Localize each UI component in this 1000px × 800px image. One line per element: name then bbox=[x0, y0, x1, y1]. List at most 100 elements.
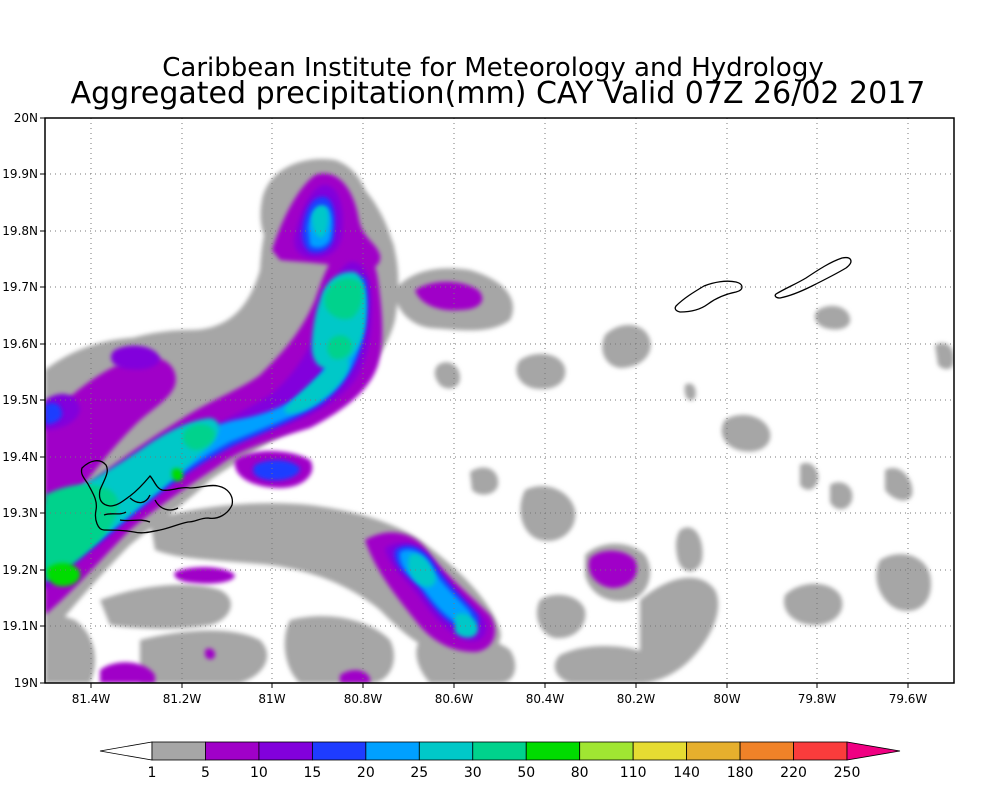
cayman-brac-coastline bbox=[774, 256, 852, 299]
seagreen-north bbox=[324, 278, 363, 320]
tick-marks bbox=[40, 117, 909, 688]
lat-tick-label: 19N bbox=[14, 676, 38, 690]
colorbar-swatch bbox=[205, 741, 260, 761]
title-line-1: Caribbean Institute for Meteorology and … bbox=[162, 53, 823, 83]
colorbar-label: 180 bbox=[727, 765, 754, 781]
colorbar-label: 1 bbox=[148, 765, 157, 781]
gray-blob-east-9 bbox=[251, 319, 291, 359]
colorbar-swatch bbox=[258, 741, 313, 761]
colorbar-label: 250 bbox=[834, 765, 861, 781]
gray-right-blob-7 bbox=[830, 482, 853, 510]
lat-tick-label: 19.8N bbox=[2, 224, 38, 238]
lat-tick-label: 19.4N bbox=[2, 450, 38, 464]
colorbar-label: 110 bbox=[620, 765, 647, 781]
colorbar-min-triangle bbox=[99, 741, 153, 761]
colorbar-swatch bbox=[311, 741, 367, 761]
teal-north-2 bbox=[311, 205, 329, 238]
colorbar-swatch bbox=[365, 741, 420, 761]
colorbar-label: 5 bbox=[201, 765, 210, 781]
longitude-tick-labels: 81.4W 81.2W 81W 80.8W 80.6W 80.4W 80.2W … bbox=[72, 692, 928, 706]
title-line-2: Aggregated precipitation(mm) CAY Valid 0… bbox=[71, 76, 926, 111]
gray-blob-east-6 bbox=[470, 467, 499, 495]
lat-tick-label: 19.1N bbox=[2, 619, 38, 633]
colorbar: 1 5 10 15 20 25 30 50 80 110 140 180 220 250 bbox=[99, 741, 901, 781]
colorbar-max-triangle bbox=[846, 741, 901, 761]
colorbar-swatch bbox=[418, 741, 474, 761]
precip-seagreen-layer bbox=[45, 278, 363, 582]
seagreen-mid bbox=[183, 424, 216, 450]
colorbar-label: 20 bbox=[357, 765, 375, 781]
gray-blob-east-7 bbox=[935, 343, 954, 370]
coastlines bbox=[80, 256, 852, 534]
seagreen-west bbox=[45, 484, 119, 582]
colorbar-swatch bbox=[472, 741, 527, 761]
colorbar-label: 10 bbox=[250, 765, 268, 781]
gray-mid-blob-1 bbox=[520, 486, 576, 541]
lon-tick-label: 79.8W bbox=[798, 692, 837, 706]
gray-blob-east-2 bbox=[516, 353, 566, 390]
gray-bottom-center-2 bbox=[284, 616, 394, 683]
lon-tick-label: 81W bbox=[258, 692, 285, 706]
colorbar-swatch bbox=[525, 741, 581, 761]
seagreen-north-2 bbox=[327, 335, 352, 360]
gray-blob-east-8 bbox=[684, 383, 696, 401]
gray-right-blob-2 bbox=[640, 577, 719, 683]
violet-upper-left bbox=[110, 345, 160, 370]
lat-tick-label: 19.7N bbox=[2, 280, 38, 294]
lat-tick-label: 19.5N bbox=[2, 393, 38, 407]
teal-south bbox=[408, 553, 436, 587]
green-west bbox=[47, 563, 81, 587]
gray-right-blob-3 bbox=[675, 527, 703, 572]
gray-blob-east-1 bbox=[602, 324, 651, 368]
grand-cayman-inner-1 bbox=[103, 494, 179, 523]
lat-tick-label: 20N bbox=[14, 111, 38, 125]
grid-lines bbox=[45, 118, 954, 683]
lat-tick-label: 19.3N bbox=[2, 506, 38, 520]
latitude-tick-labels: 19N 19.1N 19.2N 19.3N 19.4N 19.5N 19.6N … bbox=[2, 111, 38, 690]
gray-right-blob-1 bbox=[554, 645, 664, 683]
purple-bottom-oval bbox=[100, 662, 155, 683]
colorbar-swatch bbox=[579, 741, 634, 761]
gray-south-band-2 bbox=[100, 584, 231, 629]
gray-bottom-center bbox=[140, 630, 268, 683]
gray-right-blob-8 bbox=[885, 468, 913, 501]
colorbar-label: 140 bbox=[673, 765, 700, 781]
teal-south-2 bbox=[455, 613, 478, 638]
purple-south-small bbox=[588, 550, 638, 588]
gray-blob-east-3 bbox=[721, 414, 771, 452]
lon-tick-label: 81.4W bbox=[72, 692, 111, 706]
blue-mid bbox=[253, 460, 300, 481]
precipitation-field bbox=[45, 159, 954, 683]
lat-tick-label: 19.6N bbox=[2, 337, 38, 351]
gray-bottom-left bbox=[45, 610, 95, 683]
colorbar-label: 220 bbox=[780, 765, 807, 781]
colorbar-swatch bbox=[739, 741, 794, 761]
gray-blob-east-4 bbox=[814, 305, 851, 330]
gray-right-blob-5 bbox=[876, 554, 931, 611]
plot-area: 81.4W 81.2W 81W 80.8W 80.6W 80.4W 80.2W … bbox=[2, 111, 955, 706]
teal-mid-axis bbox=[284, 356, 350, 414]
colorbar-label: 30 bbox=[464, 765, 482, 781]
purple-band-bottom-2 bbox=[174, 567, 235, 584]
colorbar-swatch bbox=[632, 741, 688, 761]
grand-cayman-coastline bbox=[80, 460, 234, 534]
gray-bottom-center-3 bbox=[416, 634, 516, 683]
lat-tick-label: 19.9N bbox=[2, 167, 38, 181]
lon-tick-label: 80.8W bbox=[344, 692, 383, 706]
colorbar-swatch bbox=[793, 741, 848, 761]
purple-tiny-1 bbox=[205, 648, 216, 660]
lon-tick-label: 81.2W bbox=[163, 692, 202, 706]
gray-right-blob-6 bbox=[800, 462, 819, 490]
little-cayman-coastline bbox=[674, 280, 743, 313]
lon-tick-label: 80.6W bbox=[435, 692, 474, 706]
lat-tick-label: 19.2N bbox=[2, 563, 38, 577]
gray-mid-blob-3 bbox=[536, 594, 586, 639]
lon-tick-label: 79.6W bbox=[889, 692, 928, 706]
blue-left bbox=[45, 403, 62, 425]
colorbar-label: 15 bbox=[303, 765, 321, 781]
colorbar-label: 50 bbox=[517, 765, 535, 781]
lon-tick-label: 80W bbox=[713, 692, 740, 706]
lon-tick-label: 80.4W bbox=[526, 692, 565, 706]
colorbar-swatch bbox=[151, 741, 206, 761]
